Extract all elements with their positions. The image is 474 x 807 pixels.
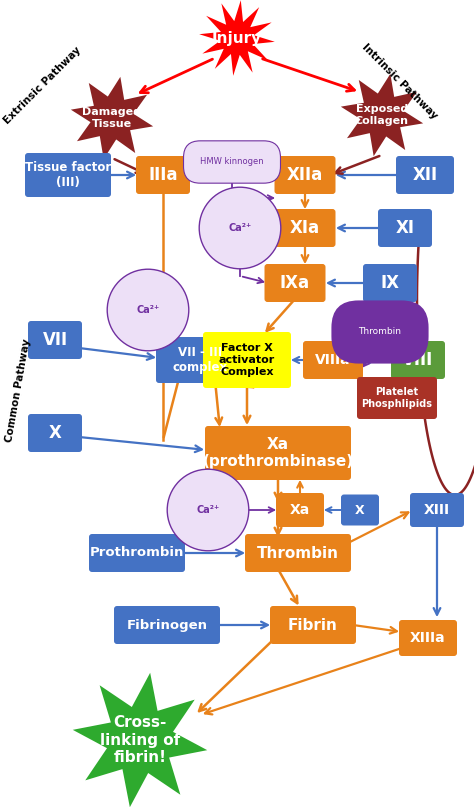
- Text: Exposed
Collagen: Exposed Collagen: [355, 104, 409, 126]
- Text: Xa
(prothrombinase): Xa (prothrombinase): [202, 437, 354, 469]
- FancyBboxPatch shape: [25, 153, 111, 197]
- Polygon shape: [73, 673, 207, 807]
- Text: IIIa: IIIa: [148, 166, 178, 184]
- FancyBboxPatch shape: [205, 426, 351, 480]
- FancyBboxPatch shape: [276, 493, 324, 527]
- Text: Cross-
linking of
fibrin!: Cross- linking of fibrin!: [100, 715, 180, 765]
- FancyBboxPatch shape: [270, 606, 356, 644]
- FancyBboxPatch shape: [274, 156, 336, 194]
- Text: Thrombin: Thrombin: [358, 328, 401, 337]
- Text: Injury: Injury: [212, 31, 262, 45]
- FancyBboxPatch shape: [357, 377, 437, 419]
- Text: Damaged
Tissue: Damaged Tissue: [82, 107, 142, 129]
- Text: Factor X
activator
Complex: Factor X activator Complex: [219, 344, 275, 377]
- Text: VII - III
complex: VII - III complex: [173, 346, 228, 374]
- Text: Xa: Xa: [290, 503, 310, 517]
- Text: XIa: XIa: [290, 219, 320, 237]
- Text: X: X: [355, 504, 365, 516]
- Text: XII: XII: [412, 166, 438, 184]
- FancyBboxPatch shape: [28, 414, 82, 452]
- Text: XIIIa: XIIIa: [410, 631, 446, 645]
- Text: XIII: XIII: [424, 503, 450, 517]
- Text: Fibrin: Fibrin: [288, 617, 338, 633]
- Text: IXa: IXa: [280, 274, 310, 292]
- Text: VII: VII: [43, 331, 68, 349]
- Text: Common Pathway: Common Pathway: [4, 337, 32, 442]
- Text: Ca²⁺: Ca²⁺: [196, 505, 219, 515]
- FancyBboxPatch shape: [264, 264, 326, 302]
- FancyBboxPatch shape: [391, 341, 445, 379]
- Polygon shape: [71, 77, 153, 159]
- Text: XI: XI: [395, 219, 414, 237]
- FancyBboxPatch shape: [341, 495, 379, 525]
- FancyBboxPatch shape: [378, 209, 432, 247]
- FancyBboxPatch shape: [114, 606, 220, 644]
- FancyBboxPatch shape: [89, 534, 185, 572]
- Text: IX: IX: [381, 274, 400, 292]
- Text: Extrinsic Pathway: Extrinsic Pathway: [1, 44, 82, 126]
- Text: X: X: [48, 424, 62, 442]
- FancyBboxPatch shape: [274, 209, 336, 247]
- Text: HMW kinnogen: HMW kinnogen: [200, 157, 264, 166]
- Text: Ca²⁺: Ca²⁺: [228, 223, 252, 233]
- Text: Tissue factor
(III): Tissue factor (III): [25, 161, 111, 189]
- FancyBboxPatch shape: [399, 620, 457, 656]
- Text: VIIIa: VIIIa: [315, 353, 351, 367]
- FancyBboxPatch shape: [203, 332, 291, 388]
- Polygon shape: [199, 0, 275, 76]
- Text: Platelet
Phosphlipids: Platelet Phosphlipids: [362, 387, 432, 409]
- FancyBboxPatch shape: [28, 321, 82, 359]
- FancyBboxPatch shape: [245, 534, 351, 572]
- Text: Prothrombin: Prothrombin: [90, 546, 184, 559]
- FancyBboxPatch shape: [363, 264, 417, 302]
- FancyBboxPatch shape: [396, 156, 454, 194]
- Text: Fibrinogen: Fibrinogen: [127, 618, 208, 632]
- Polygon shape: [341, 73, 423, 157]
- Text: VIII: VIII: [402, 351, 434, 369]
- FancyBboxPatch shape: [156, 337, 244, 383]
- FancyBboxPatch shape: [303, 341, 363, 379]
- Text: Thrombin: Thrombin: [257, 546, 339, 561]
- FancyBboxPatch shape: [410, 493, 464, 527]
- Text: XIIa: XIIa: [287, 166, 323, 184]
- Text: Intrinsic Pathway: Intrinsic Pathway: [360, 43, 439, 122]
- FancyBboxPatch shape: [136, 156, 190, 194]
- Text: Ca²⁺: Ca²⁺: [137, 305, 160, 315]
